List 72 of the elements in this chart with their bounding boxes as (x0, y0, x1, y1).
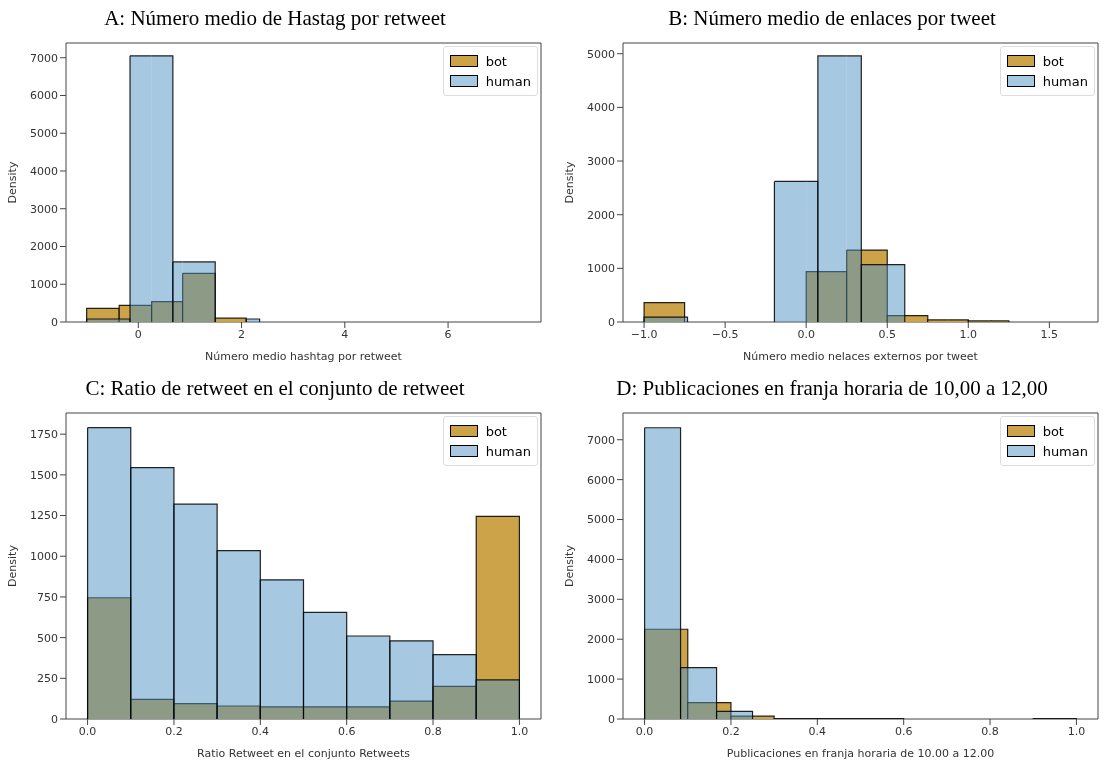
x-tick-label: 0.4 (808, 724, 827, 738)
chart-title: A: Número medio de Hastag por retweet (103, 5, 447, 32)
legend-label: human (485, 73, 531, 89)
x-axis-title: Número medio hashtag por retweet (205, 350, 403, 363)
legend-label: bot (485, 423, 507, 439)
legend-label: human (485, 443, 531, 459)
y-tick-label: 5000 (30, 127, 58, 141)
x-tick-label: 0.0 (635, 724, 654, 738)
x-tick-label: 0 (134, 327, 142, 341)
y-tick-label: 7000 (587, 433, 615, 447)
legend-label: bot (485, 53, 507, 69)
y-tick-label: 5000 (587, 47, 615, 61)
y-axis-title: Density (5, 544, 19, 587)
y-tick-label: 1000 (30, 550, 58, 564)
x-axis-title: Ratio Retweet en el conjunto Retweets (197, 747, 411, 760)
x-tick-label: 1.0 (1067, 724, 1086, 738)
y-axis-title: Density (5, 161, 19, 204)
y-axis-title: Density (562, 544, 576, 587)
y-tick-label: 1250 (30, 509, 58, 523)
y-tick-label: 1750 (30, 428, 58, 442)
legend-label: human (1042, 73, 1088, 89)
x-tick-label: 2 (238, 327, 246, 341)
y-tick-label: 750 (37, 590, 58, 604)
x-tick-label: 1.0 (959, 327, 978, 341)
chart-title: D: Publicaciones en franja horaria de 10,00 a 12,00 (615, 375, 1049, 402)
y-tick-label: 2000 (587, 633, 615, 647)
x-tick-label: 0.4 (251, 724, 270, 738)
legend-label: bot (1042, 423, 1064, 439)
x-tick-label: 6 (444, 327, 452, 341)
y-tick-label: 0 (608, 315, 615, 329)
y-tick-label: 3000 (30, 202, 58, 216)
y-tick-label: 250 (37, 672, 58, 686)
x-tick-label: 0.2 (165, 724, 183, 738)
x-tick-label: 1.5 (1040, 327, 1059, 341)
legend-label: bot (1042, 53, 1064, 69)
x-tick-label: 0.6 (337, 724, 356, 738)
y-tick-label: 0 (51, 712, 58, 726)
x-axis-title: Publicaciones en franja horaria de 10.00 a 12.00 (726, 747, 995, 760)
y-tick-label: 4000 (587, 101, 615, 115)
y-tick-label: 1500 (30, 468, 58, 482)
legend-label: human (1042, 443, 1088, 459)
x-tick-label: 0.2 (722, 724, 740, 738)
y-tick-label: 3000 (587, 154, 615, 168)
y-tick-label: 2000 (30, 240, 58, 254)
y-tick-label: 6000 (587, 473, 615, 487)
x-tick-label: −0.5 (711, 327, 739, 341)
x-tick-label: 0.8 (981, 724, 999, 738)
y-tick-label: 3000 (587, 593, 615, 607)
x-tick-label: 0.6 (894, 724, 913, 738)
x-tick-label: 1.0 (510, 724, 529, 738)
x-axis-title: Número medio nelaces externos por tweet (743, 350, 979, 363)
x-tick-label: 0.0 (78, 724, 97, 738)
x-tick-label: 4 (341, 327, 349, 341)
y-tick-label: 4000 (30, 164, 58, 178)
y-tick-label: 1000 (587, 262, 615, 276)
y-tick-label: 4000 (587, 553, 615, 567)
x-tick-label: 0.8 (424, 724, 442, 738)
y-tick-label: 5000 (587, 513, 615, 527)
y-tick-label: 500 (37, 631, 58, 645)
y-tick-label: 0 (51, 315, 58, 329)
x-tick-label: 0.5 (878, 327, 896, 341)
y-tick-label: 7000 (30, 51, 58, 65)
x-tick-label: −1.0 (630, 327, 658, 341)
y-axis-title: Density (562, 161, 576, 204)
y-tick-label: 2000 (587, 208, 615, 222)
chart-title: C: Ratio de retweet en el conjunto de retweet (84, 375, 466, 402)
y-tick-label: 6000 (30, 89, 58, 103)
y-tick-label: 1000 (30, 278, 58, 292)
y-tick-label: 1000 (587, 673, 615, 687)
y-tick-label: 0 (608, 712, 615, 726)
chart-title: B: Número medio de enlaces por tweet (667, 5, 997, 32)
x-tick-label: 0.0 (797, 327, 815, 341)
